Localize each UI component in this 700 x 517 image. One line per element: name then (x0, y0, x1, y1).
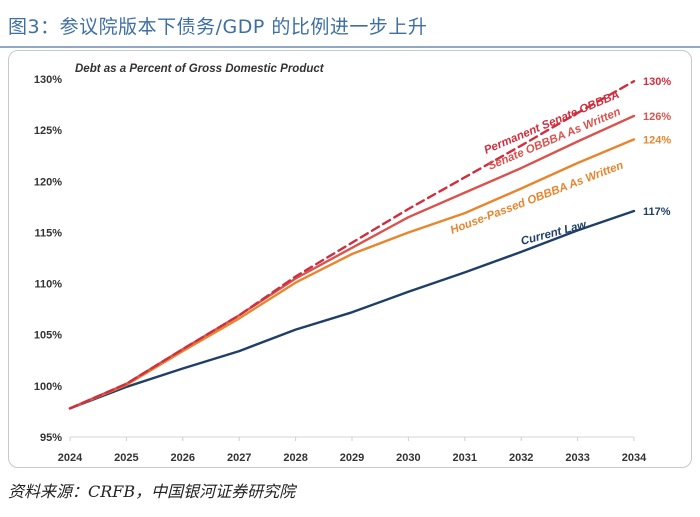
title-divider (0, 46, 700, 48)
x-tick-label: 2032 (509, 452, 533, 464)
x-tick-label: 2027 (227, 452, 251, 464)
chart-frame (8, 50, 692, 468)
y-tick-label: 100% (34, 381, 62, 393)
y-tick-label: 115% (34, 227, 62, 239)
end-value-label: 117% (643, 206, 671, 218)
chart-title: Debt as a Percent of Gross Domestic Prod… (75, 63, 325, 75)
y-tick-label: 110% (34, 279, 62, 291)
source-note: 资料来源：CRFB，中国银河证券研究院 (8, 482, 296, 501)
series-line-current-law (68, 209, 636, 410)
series-end-labels: 117% 124% 126% 130% (643, 76, 671, 218)
y-tick-label: 130% (34, 74, 62, 86)
series-label-current-law: Current Law (520, 219, 589, 248)
series-line-house-passed-obbba-as-written (68, 138, 636, 410)
series-lines (68, 79, 636, 410)
x-tick-label: 2029 (340, 452, 364, 464)
y-tick-label: 125% (34, 125, 62, 137)
y-tick-label: 95% (40, 432, 62, 444)
end-value-label: 124% (643, 134, 671, 146)
x-tick-label: 2028 (283, 452, 307, 464)
y-tick-label: 120% (34, 176, 62, 188)
end-value-label: 130% (643, 76, 671, 88)
x-tick-label: 2025 (114, 452, 138, 464)
x-axis-ticks: 2024 2025 2026 2027 2028 2029 2030 2031 2032 2033… (58, 437, 647, 464)
x-tick-label: 2024 (58, 452, 83, 464)
series-line-permanent-senate-obbba (68, 79, 636, 410)
x-tick-label: 2031 (453, 452, 477, 464)
y-tick-label: 105% (34, 330, 62, 342)
x-tick-label: 2026 (171, 452, 195, 464)
series-line-senate-obbba-as-written (68, 114, 636, 410)
x-tick-label: 2034 (622, 452, 647, 464)
x-tick-label: 2030 (396, 452, 420, 464)
figure-title: 图3：参议院版本下债务/GDP 的比例进一步上升 (8, 16, 428, 38)
x-tick-label: 2033 (565, 452, 589, 464)
end-value-label: 126% (643, 111, 671, 123)
y-axis-ticks: 95% 100% 105% 110% 115% 120% 125% 130% (34, 74, 62, 444)
